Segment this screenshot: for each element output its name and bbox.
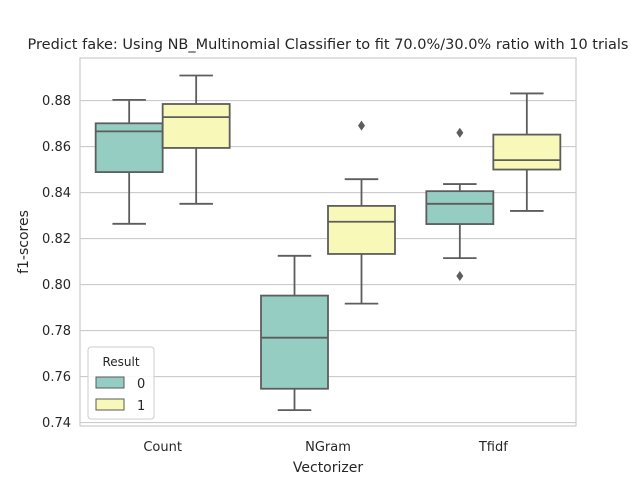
y-tick-label: 0.88: [42, 94, 71, 109]
outlier-point: [456, 271, 464, 282]
legend-swatch-0: [95, 376, 125, 389]
iqr-box: [327, 204, 396, 255]
y-tick-label: 0.74: [42, 416, 71, 431]
y-tick-label: 0.78: [42, 324, 71, 339]
box-ngram-1: [327, 120, 396, 305]
y-axis-label: f1-scores: [16, 210, 32, 274]
legend-title: Result: [102, 355, 139, 369]
box-groups: [94, 74, 562, 412]
outlier-point: [456, 127, 464, 138]
box-ngram-0: [260, 254, 329, 412]
plot-frame: [79, 57, 577, 427]
iqr-box: [425, 190, 495, 225]
outlier-point: [358, 120, 365, 131]
iqr-box: [161, 103, 231, 149]
y-tick-label: 0.82: [42, 232, 71, 247]
box-tfidf-1: [492, 92, 562, 212]
legend-swatch-1: [95, 398, 125, 411]
box-count-0: [94, 98, 164, 225]
y-tick-label: 0.86: [42, 140, 71, 155]
y-tick-label: 0.76: [42, 370, 71, 385]
x-tick-label: NGram: [305, 440, 351, 455]
x-axis-label: Vectorizer: [293, 460, 363, 476]
legend-label-0: 0: [137, 377, 145, 392]
x-tick-labels: Count NGram Tfidf: [143, 440, 508, 455]
y-tick-labels: 0.74 0.76 0.78 0.80 0.82 0.84 0.86 0.88: [42, 94, 71, 431]
iqr-box: [260, 294, 329, 390]
legend: Result 0 1: [87, 346, 155, 420]
x-tick-label: Tfidf: [478, 440, 508, 455]
y-tick-label: 0.80: [42, 278, 71, 293]
iqr-box: [492, 133, 562, 171]
legend-label-1: 1: [137, 399, 145, 414]
box-tfidf-0: [425, 127, 495, 282]
y-tick-label: 0.84: [42, 186, 71, 201]
x-tick-label: Count: [143, 440, 182, 455]
chart-title: Predict fake: Using NB_Multinomial Class…: [28, 37, 629, 53]
box-count-1: [161, 74, 231, 205]
